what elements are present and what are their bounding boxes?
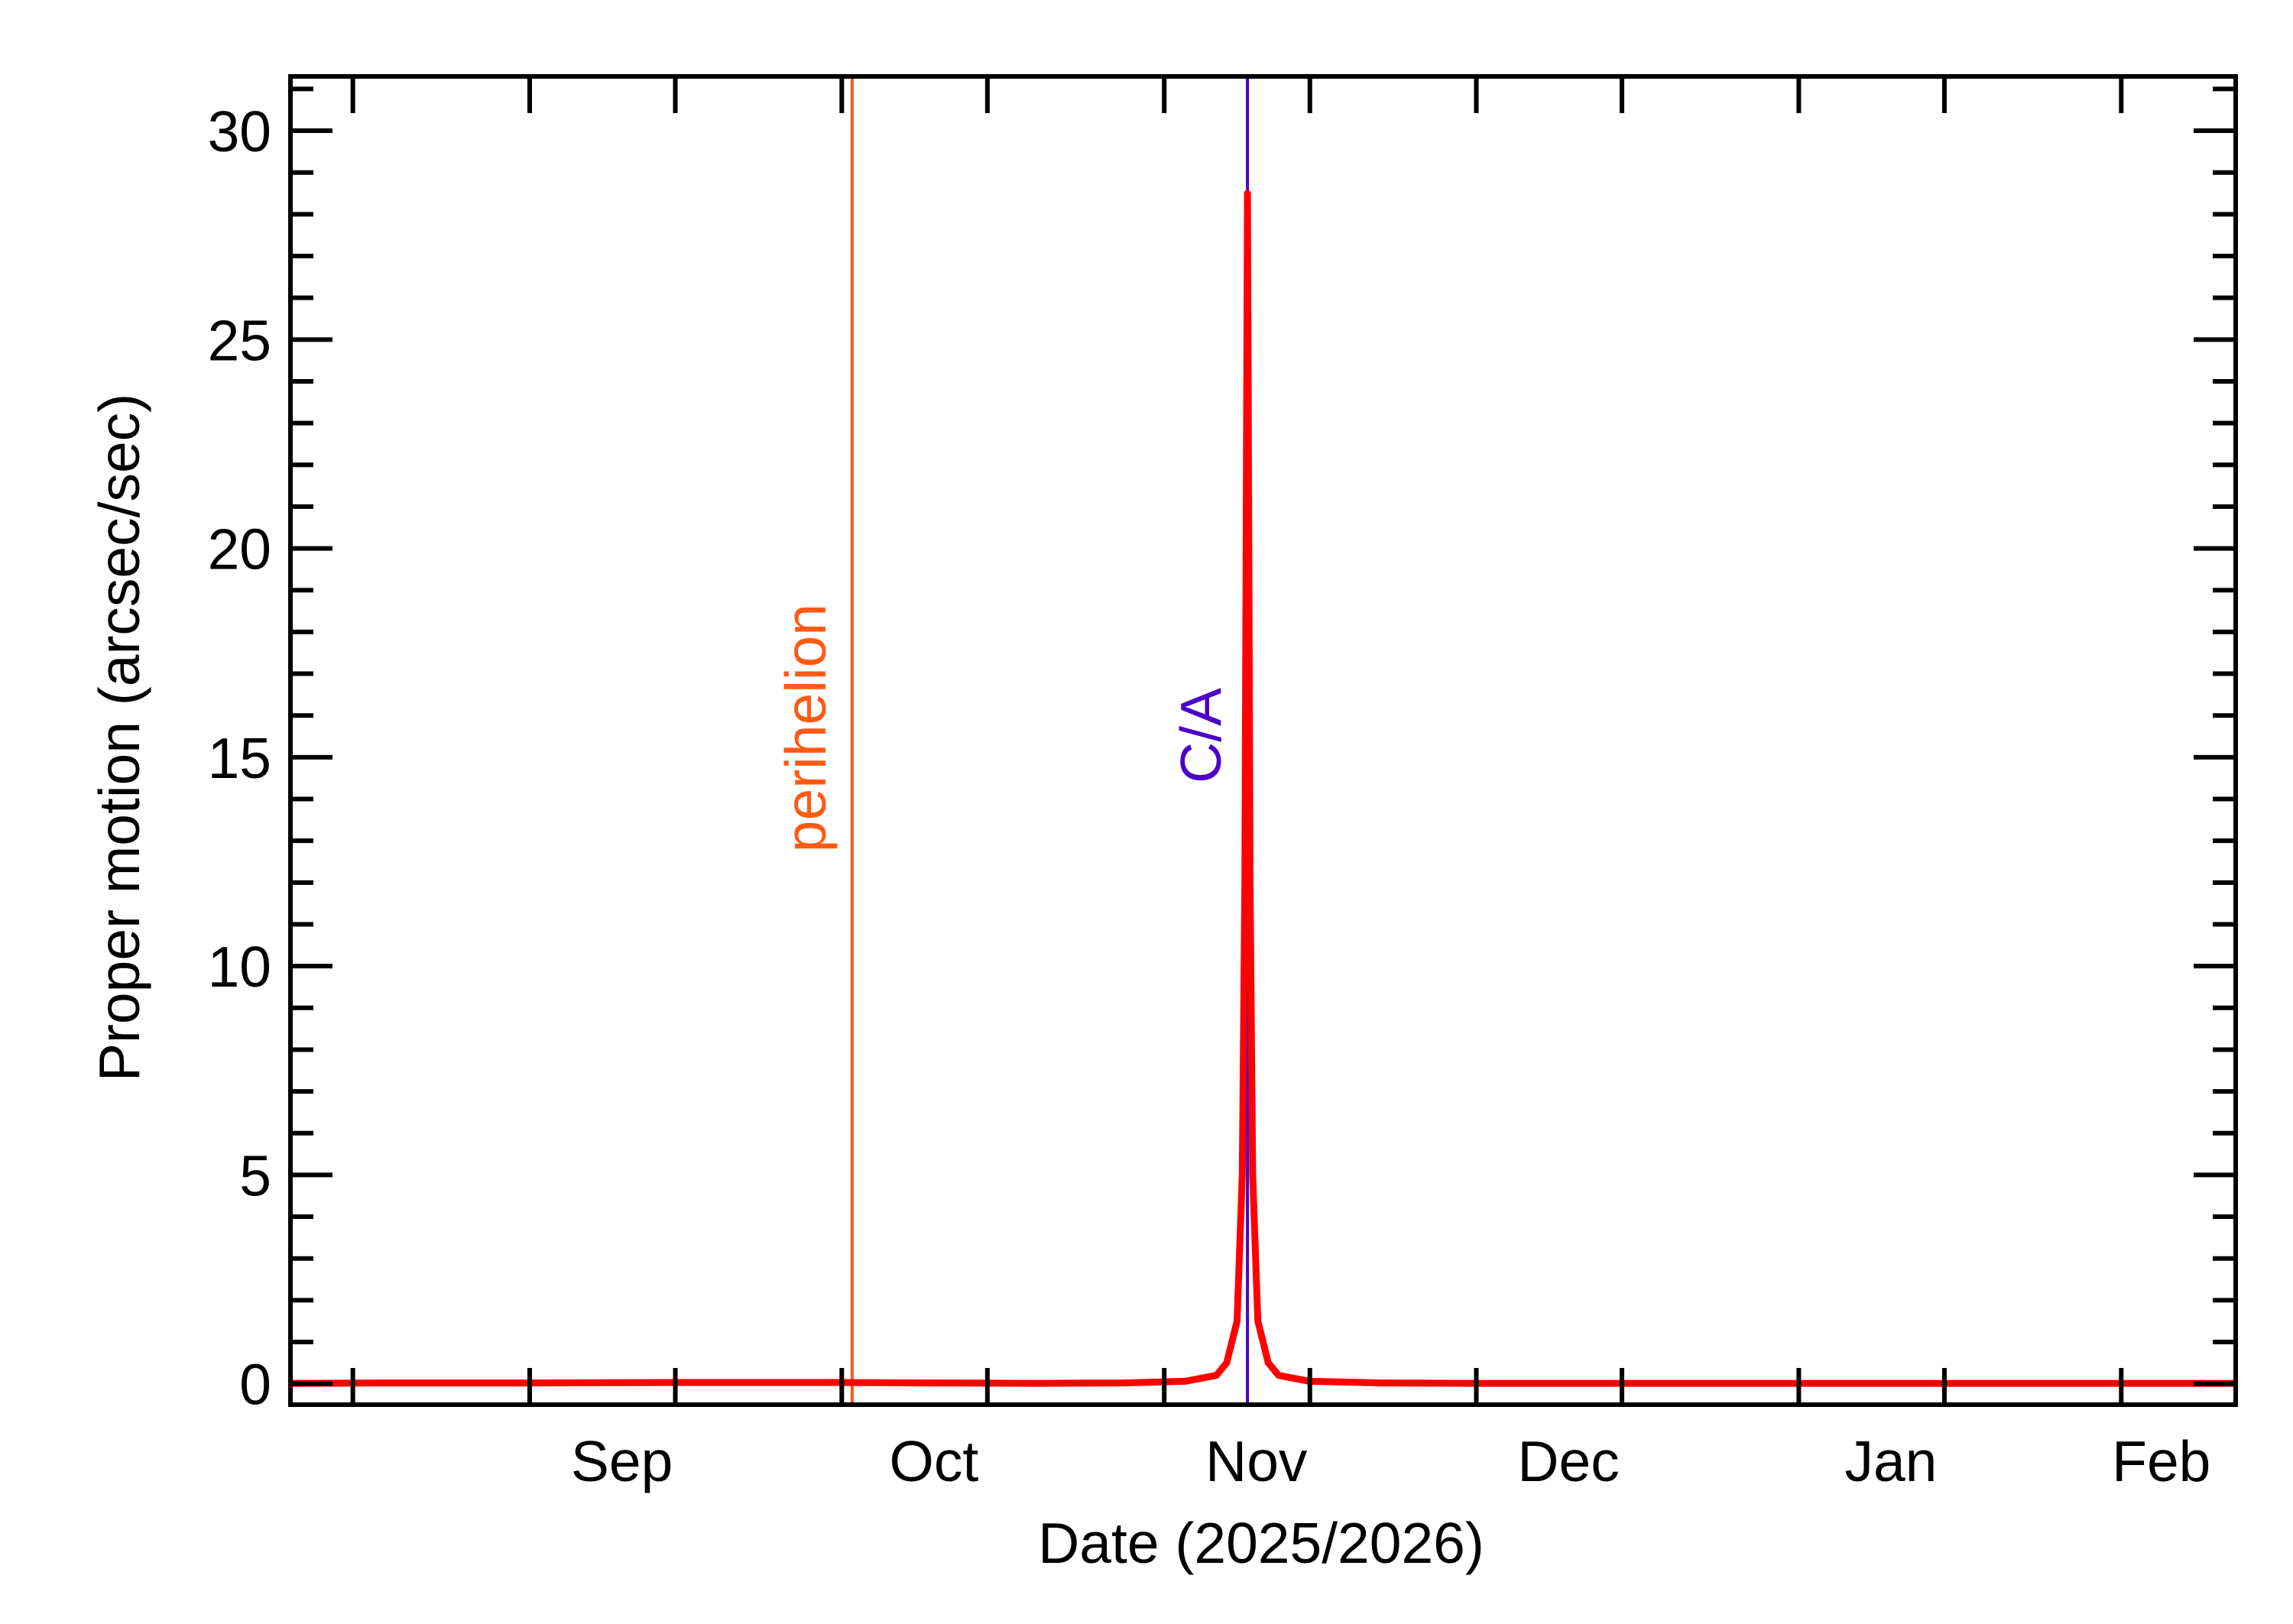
series-layer (290, 190, 2236, 1387)
plot-frame (288, 74, 2238, 1407)
y-tick-label: 0 (239, 1353, 271, 1417)
x-tick-label: Sep (571, 1429, 673, 1493)
y-tick-label: 20 (208, 517, 271, 582)
y-tick-label: 25 (208, 308, 271, 372)
x-tick-label: Feb (2112, 1429, 2210, 1493)
x-tick-label: Dec (1517, 1429, 1619, 1493)
y-tick-label: 30 (208, 99, 271, 164)
x-tick-label: Nov (1205, 1429, 1308, 1493)
series-line-0 (290, 190, 2236, 1387)
closest-approach-label: C/A (1169, 688, 1233, 783)
y-tick-label: 5 (239, 1143, 271, 1207)
axes-layer: Sep Oct Nov Dec Jan Feb 0 5 10 15 20 25 30 (208, 74, 2238, 1493)
x-axis-title: Date (2025/2026) (1038, 1511, 1484, 1575)
x-tick-label: Oct (890, 1429, 979, 1493)
y-tick-label: 10 (208, 935, 271, 999)
x-tick-label: Jan (1844, 1429, 1937, 1493)
annotation-layer: perihelion C/A (774, 76, 1250, 1405)
perihelion-label: perihelion (774, 604, 838, 852)
y-tick-label: 15 (208, 726, 271, 790)
y-axis-title: Proper motion (arcsec/sec) (87, 394, 151, 1081)
